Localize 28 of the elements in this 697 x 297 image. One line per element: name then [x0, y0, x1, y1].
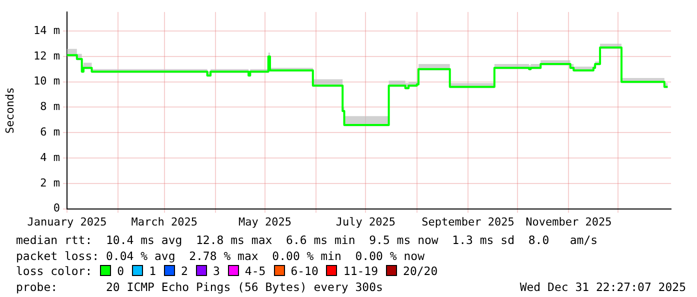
text: 6-10	[290, 264, 318, 278]
text: 3	[212, 264, 220, 278]
text: median rtt: 10.4 ms avg 12.8 ms max 6.6 ms min 9.5 ms now 1.3 ms sd 8.0 am/s	[16, 233, 599, 248]
text: 4-5	[244, 264, 266, 278]
x-tick-label: September 2025	[422, 215, 514, 228]
y-tick-label: 0	[53, 202, 60, 215]
x-tick-label: March 2025	[131, 215, 198, 228]
x-tick-label: November 2025	[526, 215, 612, 228]
y-tick-label: 12 m	[34, 49, 60, 62]
text: Wed Dec 31 22:27:07 2025	[520, 280, 686, 295]
text: 20/20	[403, 264, 438, 278]
y-tick-label: 6 m	[40, 125, 60, 138]
text: 2	[181, 264, 188, 278]
text: probe: 20 ICMP Echo Pings (56 Bytes) every 300s	[16, 280, 383, 294]
text: 11-19	[343, 264, 378, 278]
y-tick-label: 8 m	[40, 100, 60, 114]
y-tick-label: 4 m	[40, 150, 60, 164]
text: loss color:	[16, 264, 92, 278]
y-tick-label: 10 m	[34, 74, 60, 88]
y-tick-label: 2 m	[40, 176, 60, 190]
text: 1	[149, 264, 156, 278]
y-tick-label: 14 m	[34, 24, 60, 37]
text: 0	[117, 264, 124, 278]
x-tick-label: July 2025	[336, 215, 396, 228]
text: packet loss: 0.04 % avg 2.78 % max 0.00 % min 0.00 % now	[16, 248, 426, 264]
x-tick-label: January 2025	[27, 215, 107, 228]
y-axis-title: Seconds	[3, 87, 16, 134]
x-tick-label: May 2025	[238, 215, 292, 228]
